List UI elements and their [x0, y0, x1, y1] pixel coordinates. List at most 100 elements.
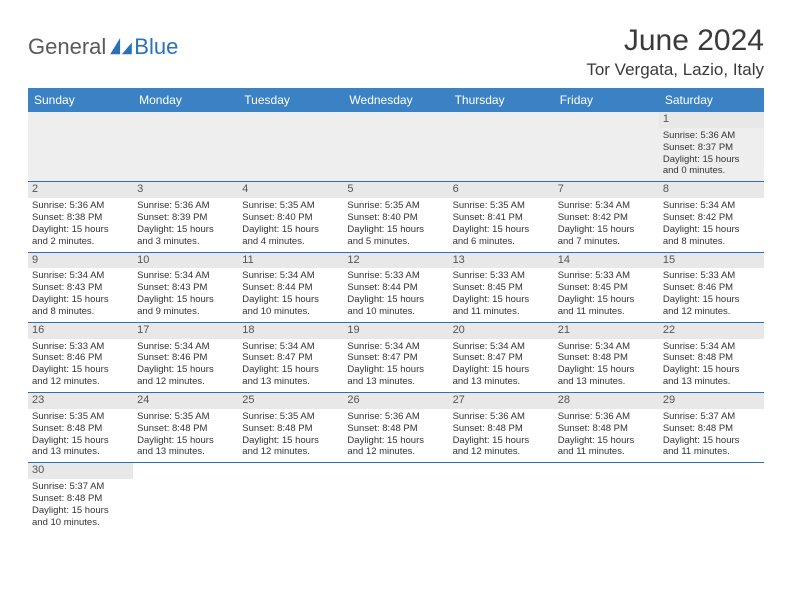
- day-number: 26: [343, 393, 448, 409]
- cell-sunrise: Sunrise: 5:34 AM: [347, 341, 444, 353]
- cell-daylight2: and 7 minutes.: [558, 236, 655, 248]
- cell-daylight2: and 8 minutes.: [663, 236, 760, 248]
- cell-sunset: Sunset: 8:45 PM: [558, 282, 655, 294]
- cell-daylight2: and 11 minutes.: [558, 446, 655, 458]
- cell-sunrise: Sunrise: 5:35 AM: [347, 200, 444, 212]
- cell-daylight1: Daylight: 15 hours: [453, 364, 550, 376]
- calendar-week-row: 23Sunrise: 5:35 AMSunset: 8:48 PMDayligh…: [28, 393, 764, 463]
- title-block: June 2024 Tor Vergata, Lazio, Italy: [586, 24, 764, 80]
- calendar-cell: 24Sunrise: 5:35 AMSunset: 8:48 PMDayligh…: [133, 393, 238, 463]
- calendar-cell: 15Sunrise: 5:33 AMSunset: 8:46 PMDayligh…: [659, 252, 764, 322]
- cell-daylight1: Daylight: 15 hours: [453, 435, 550, 447]
- calendar-cell: [238, 463, 343, 533]
- calendar-cell: 27Sunrise: 5:36 AMSunset: 8:48 PMDayligh…: [449, 393, 554, 463]
- calendar-cell: 8Sunrise: 5:34 AMSunset: 8:42 PMDaylight…: [659, 182, 764, 252]
- cell-sunset: Sunset: 8:48 PM: [453, 423, 550, 435]
- cell-daylight2: and 9 minutes.: [137, 306, 234, 318]
- calendar-cell: [659, 463, 764, 533]
- cell-daylight2: and 3 minutes.: [137, 236, 234, 248]
- cell-daylight2: and 10 minutes.: [242, 306, 339, 318]
- calendar-cell: 4Sunrise: 5:35 AMSunset: 8:40 PMDaylight…: [238, 182, 343, 252]
- cell-sunset: Sunset: 8:40 PM: [242, 212, 339, 224]
- calendar-cell: 22Sunrise: 5:34 AMSunset: 8:48 PMDayligh…: [659, 322, 764, 392]
- calendar-cell: 28Sunrise: 5:36 AMSunset: 8:48 PMDayligh…: [554, 393, 659, 463]
- cell-daylight2: and 2 minutes.: [32, 236, 129, 248]
- cell-daylight1: Daylight: 15 hours: [242, 364, 339, 376]
- day-number: 17: [133, 323, 238, 339]
- cell-daylight2: and 12 minutes.: [242, 446, 339, 458]
- cell-daylight2: and 13 minutes.: [347, 376, 444, 388]
- day-header: Wednesday: [343, 88, 448, 112]
- cell-sunrise: Sunrise: 5:35 AM: [32, 411, 129, 423]
- calendar-cell: [133, 112, 238, 182]
- calendar-week-row: 30Sunrise: 5:37 AMSunset: 8:48 PMDayligh…: [28, 463, 764, 533]
- cell-daylight1: Daylight: 15 hours: [137, 364, 234, 376]
- cell-sunrise: Sunrise: 5:33 AM: [663, 270, 760, 282]
- cell-sunrise: Sunrise: 5:34 AM: [663, 200, 760, 212]
- cell-sunrise: Sunrise: 5:35 AM: [137, 411, 234, 423]
- calendar-cell: 3Sunrise: 5:36 AMSunset: 8:39 PMDaylight…: [133, 182, 238, 252]
- cell-sunset: Sunset: 8:48 PM: [663, 423, 760, 435]
- cell-sunset: Sunset: 8:39 PM: [137, 212, 234, 224]
- cell-sunset: Sunset: 8:42 PM: [663, 212, 760, 224]
- cell-daylight1: Daylight: 15 hours: [663, 364, 760, 376]
- day-number: 11: [238, 253, 343, 269]
- cell-sunrise: Sunrise: 5:36 AM: [558, 411, 655, 423]
- day-number: 3: [133, 182, 238, 198]
- cell-sunset: Sunset: 8:48 PM: [663, 352, 760, 364]
- cell-sunrise: Sunrise: 5:36 AM: [663, 130, 760, 142]
- cell-daylight2: and 4 minutes.: [242, 236, 339, 248]
- month-title: June 2024: [586, 24, 764, 58]
- cell-sunrise: Sunrise: 5:34 AM: [137, 270, 234, 282]
- cell-daylight2: and 12 minutes.: [347, 446, 444, 458]
- cell-sunrise: Sunrise: 5:36 AM: [347, 411, 444, 423]
- cell-daylight1: Daylight: 15 hours: [663, 154, 760, 166]
- calendar-cell: 10Sunrise: 5:34 AMSunset: 8:43 PMDayligh…: [133, 252, 238, 322]
- cell-sunset: Sunset: 8:47 PM: [347, 352, 444, 364]
- calendar-cell: 30Sunrise: 5:37 AMSunset: 8:48 PMDayligh…: [28, 463, 133, 533]
- calendar-cell: 23Sunrise: 5:35 AMSunset: 8:48 PMDayligh…: [28, 393, 133, 463]
- logo: General Blue: [28, 34, 178, 60]
- calendar-cell: 21Sunrise: 5:34 AMSunset: 8:48 PMDayligh…: [554, 322, 659, 392]
- cell-daylight2: and 12 minutes.: [663, 306, 760, 318]
- cell-daylight1: Daylight: 15 hours: [32, 224, 129, 236]
- calendar-cell: 13Sunrise: 5:33 AMSunset: 8:45 PMDayligh…: [449, 252, 554, 322]
- cell-daylight1: Daylight: 15 hours: [663, 224, 760, 236]
- day-header: Monday: [133, 88, 238, 112]
- calendar-week-row: 1Sunrise: 5:36 AMSunset: 8:37 PMDaylight…: [28, 112, 764, 182]
- cell-daylight2: and 11 minutes.: [558, 306, 655, 318]
- day-header: Sunday: [28, 88, 133, 112]
- calendar-cell: [343, 463, 448, 533]
- cell-daylight1: Daylight: 15 hours: [347, 224, 444, 236]
- calendar-cell: 2Sunrise: 5:36 AMSunset: 8:38 PMDaylight…: [28, 182, 133, 252]
- calendar-cell: 19Sunrise: 5:34 AMSunset: 8:47 PMDayligh…: [343, 322, 448, 392]
- day-number: 23: [28, 393, 133, 409]
- cell-daylight1: Daylight: 15 hours: [32, 505, 129, 517]
- day-number: 18: [238, 323, 343, 339]
- cell-sunset: Sunset: 8:44 PM: [242, 282, 339, 294]
- calendar-cell: [554, 112, 659, 182]
- cell-sunset: Sunset: 8:48 PM: [32, 423, 129, 435]
- cell-sunset: Sunset: 8:41 PM: [453, 212, 550, 224]
- cell-daylight2: and 11 minutes.: [663, 446, 760, 458]
- cell-sunset: Sunset: 8:47 PM: [453, 352, 550, 364]
- day-header: Thursday: [449, 88, 554, 112]
- cell-daylight1: Daylight: 15 hours: [242, 435, 339, 447]
- calendar-cell: [28, 112, 133, 182]
- cell-sunrise: Sunrise: 5:35 AM: [453, 200, 550, 212]
- page: General Blue June 2024 Tor Vergata, Lazi…: [0, 0, 792, 557]
- cell-sunrise: Sunrise: 5:34 AM: [453, 341, 550, 353]
- cell-sunset: Sunset: 8:38 PM: [32, 212, 129, 224]
- cell-sunset: Sunset: 8:48 PM: [558, 423, 655, 435]
- day-number: 12: [343, 253, 448, 269]
- sail-icon: [110, 38, 132, 56]
- cell-sunset: Sunset: 8:45 PM: [453, 282, 550, 294]
- cell-daylight1: Daylight: 15 hours: [32, 294, 129, 306]
- cell-sunrise: Sunrise: 5:36 AM: [453, 411, 550, 423]
- cell-sunrise: Sunrise: 5:36 AM: [32, 200, 129, 212]
- cell-daylight1: Daylight: 15 hours: [558, 224, 655, 236]
- cell-daylight2: and 6 minutes.: [453, 236, 550, 248]
- calendar-table: Sunday Monday Tuesday Wednesday Thursday…: [28, 88, 764, 533]
- cell-daylight1: Daylight: 15 hours: [558, 364, 655, 376]
- cell-sunset: Sunset: 8:46 PM: [663, 282, 760, 294]
